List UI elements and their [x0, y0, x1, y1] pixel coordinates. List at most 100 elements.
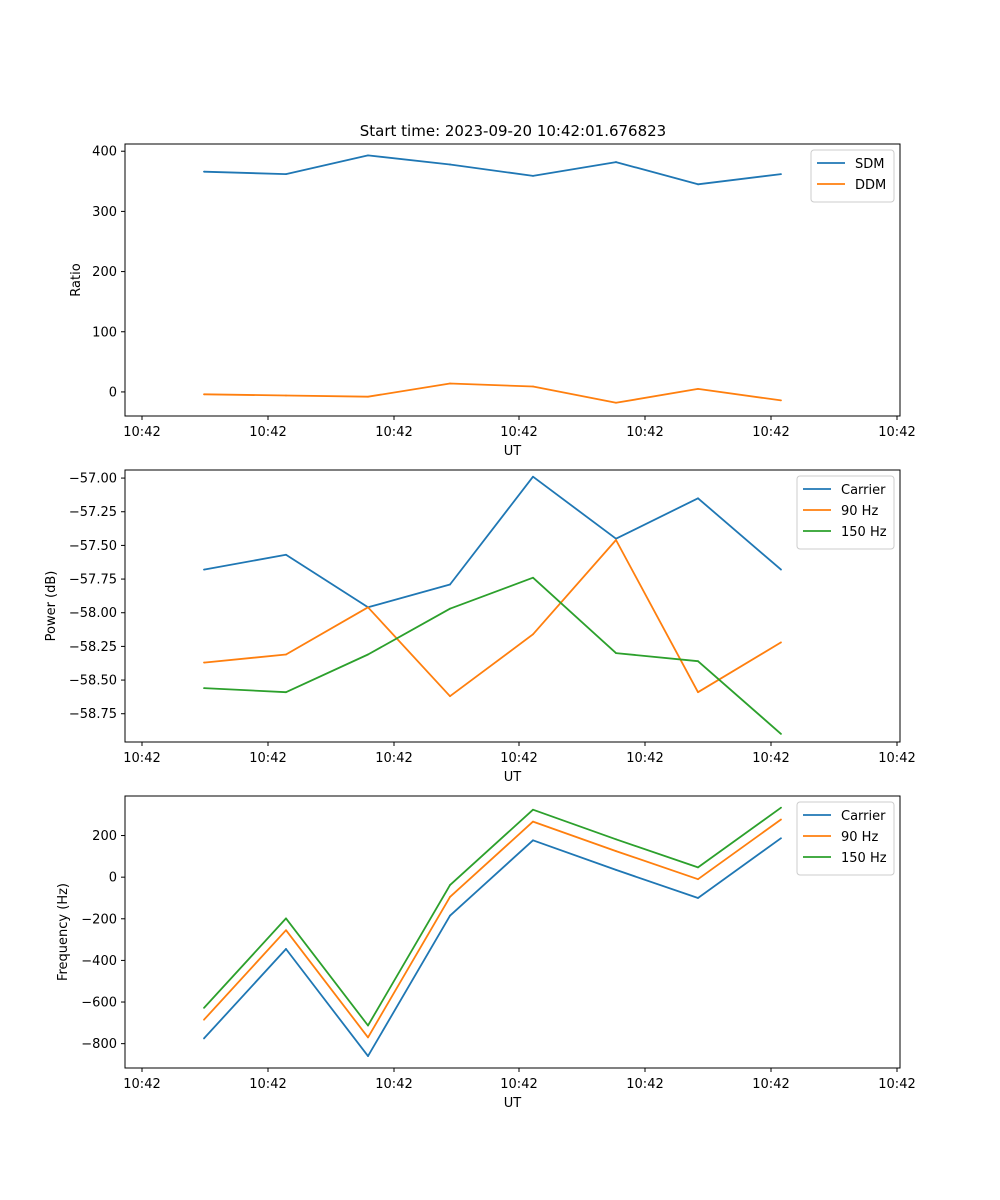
y-axis-label: Power (dB)	[44, 571, 59, 642]
data-point	[285, 394, 287, 397]
data-point	[449, 607, 451, 610]
data-point	[780, 173, 782, 175]
plot-frame	[124, 143, 901, 417]
y-tick-label: 0	[109, 385, 117, 400]
series-line-ddm	[203, 382, 782, 404]
legend-label: Carrier	[841, 483, 886, 498]
data-point	[203, 661, 205, 664]
legend: Carrier 90 Hz 150 Hz	[796, 801, 895, 876]
chart-1: 10:42 10:42 10:42 10:42 10:42 10:42 10:42 0 100 2…	[69, 143, 916, 459]
x-tick-label: 10:42	[752, 1077, 789, 1092]
data-point	[697, 691, 699, 694]
data-point	[285, 948, 287, 950]
data-point	[285, 929, 287, 932]
x-tick-label: 10:42	[249, 751, 286, 766]
data-point	[203, 1006, 205, 1009]
y-tick-label: −400	[81, 954, 117, 969]
data-point	[615, 850, 617, 853]
y-tick-label: −200	[81, 912, 117, 927]
data-point	[285, 553, 287, 556]
x-tick-label: 10:42	[626, 1077, 663, 1092]
data-point	[367, 1055, 369, 1058]
legend-label: 150 Hz	[841, 851, 887, 866]
x-tick-label: 10:42	[878, 1077, 915, 1092]
y-tick-label: 0	[109, 871, 117, 886]
data-point	[449, 695, 451, 698]
series-line-150-hz	[203, 576, 782, 735]
x-tick-label: 10:42	[752, 425, 789, 440]
data-point	[532, 385, 534, 388]
y-tick-label: −600	[81, 996, 117, 1011]
x-tick-label: 10:42	[500, 1077, 537, 1092]
legend-label: 90 Hz	[841, 504, 878, 519]
y-tick-label: 100	[92, 325, 117, 340]
data-point	[697, 897, 699, 899]
data-point	[449, 382, 451, 385]
data-point	[367, 1024, 369, 1027]
plot-frame	[124, 795, 901, 1069]
data-point	[203, 1018, 205, 1021]
legend-label: DDM	[855, 178, 886, 193]
plots: 10:42 10:42 10:42 10:42 10:42 10:42 10:42 0 100 2…	[44, 143, 916, 1111]
data-point	[449, 163, 451, 166]
y-axis-label: Ratio	[69, 263, 84, 296]
data-point	[615, 838, 617, 841]
legend-label: SDM	[855, 157, 884, 172]
x-axis-label: UT	[504, 444, 522, 459]
y-tick-label: −58.50	[69, 674, 117, 689]
data-point	[449, 914, 451, 917]
data-point	[780, 399, 782, 402]
data-point	[780, 641, 782, 644]
data-point	[449, 583, 451, 586]
x-tick-label: 10:42	[878, 751, 915, 766]
data-point	[203, 687, 205, 690]
y-tick-label: 400	[92, 145, 117, 160]
data-point	[780, 818, 782, 821]
x-tick-label: 10:42	[375, 1077, 412, 1092]
data-point	[615, 537, 617, 540]
data-point	[367, 154, 369, 157]
y-tick-label: 200	[92, 265, 117, 280]
data-point	[367, 606, 369, 609]
chart-2: 10:42 10:42 10:42 10:42 10:42 10:42 10:42 −58.7…	[44, 469, 916, 785]
y-tick-label: −58.00	[69, 606, 117, 621]
data-point	[615, 401, 617, 404]
y-tick-label: −58.25	[69, 640, 117, 655]
data-point	[697, 388, 699, 390]
y-tick-label: −57.75	[69, 573, 117, 588]
x-tick-label: 10:42	[500, 425, 537, 440]
data-point	[780, 806, 782, 809]
legend: SDM DDM	[810, 149, 895, 203]
x-tick-label: 10:42	[375, 425, 412, 440]
x-tick-label: 10:42	[123, 751, 160, 766]
y-tick-label: 200	[92, 829, 117, 844]
x-axis-label: UT	[504, 770, 522, 785]
data-point	[780, 733, 782, 735]
x-tick-label: 10:42	[626, 751, 663, 766]
data-point	[203, 1037, 205, 1040]
series-line-90-hz	[203, 539, 782, 698]
data-point	[697, 497, 699, 500]
y-tick-label: −57.25	[69, 505, 117, 520]
data-point	[203, 568, 205, 571]
x-tick-label: 10:42	[123, 425, 160, 440]
data-point	[615, 539, 617, 541]
data-point	[615, 868, 617, 871]
data-point	[697, 183, 699, 186]
legend-label: 90 Hz	[841, 830, 878, 845]
x-tick-label: 10:42	[752, 751, 789, 766]
x-tick-label: 10:42	[249, 1077, 286, 1092]
data-point	[780, 568, 782, 571]
data-point	[285, 691, 287, 694]
data-point	[285, 917, 287, 920]
y-tick-label: −58.75	[69, 707, 117, 722]
plot-frame	[124, 469, 901, 743]
legend: Carrier 90 Hz 150 Hz	[796, 475, 895, 550]
figure-title: Start time: 2023-09-20 10:42:01.676823	[360, 122, 666, 140]
data-point	[532, 475, 534, 478]
data-point	[532, 576, 534, 579]
data-point	[449, 896, 451, 898]
data-point	[532, 174, 534, 177]
x-tick-label: 10:42	[375, 751, 412, 766]
x-tick-label: 10:42	[500, 751, 537, 766]
